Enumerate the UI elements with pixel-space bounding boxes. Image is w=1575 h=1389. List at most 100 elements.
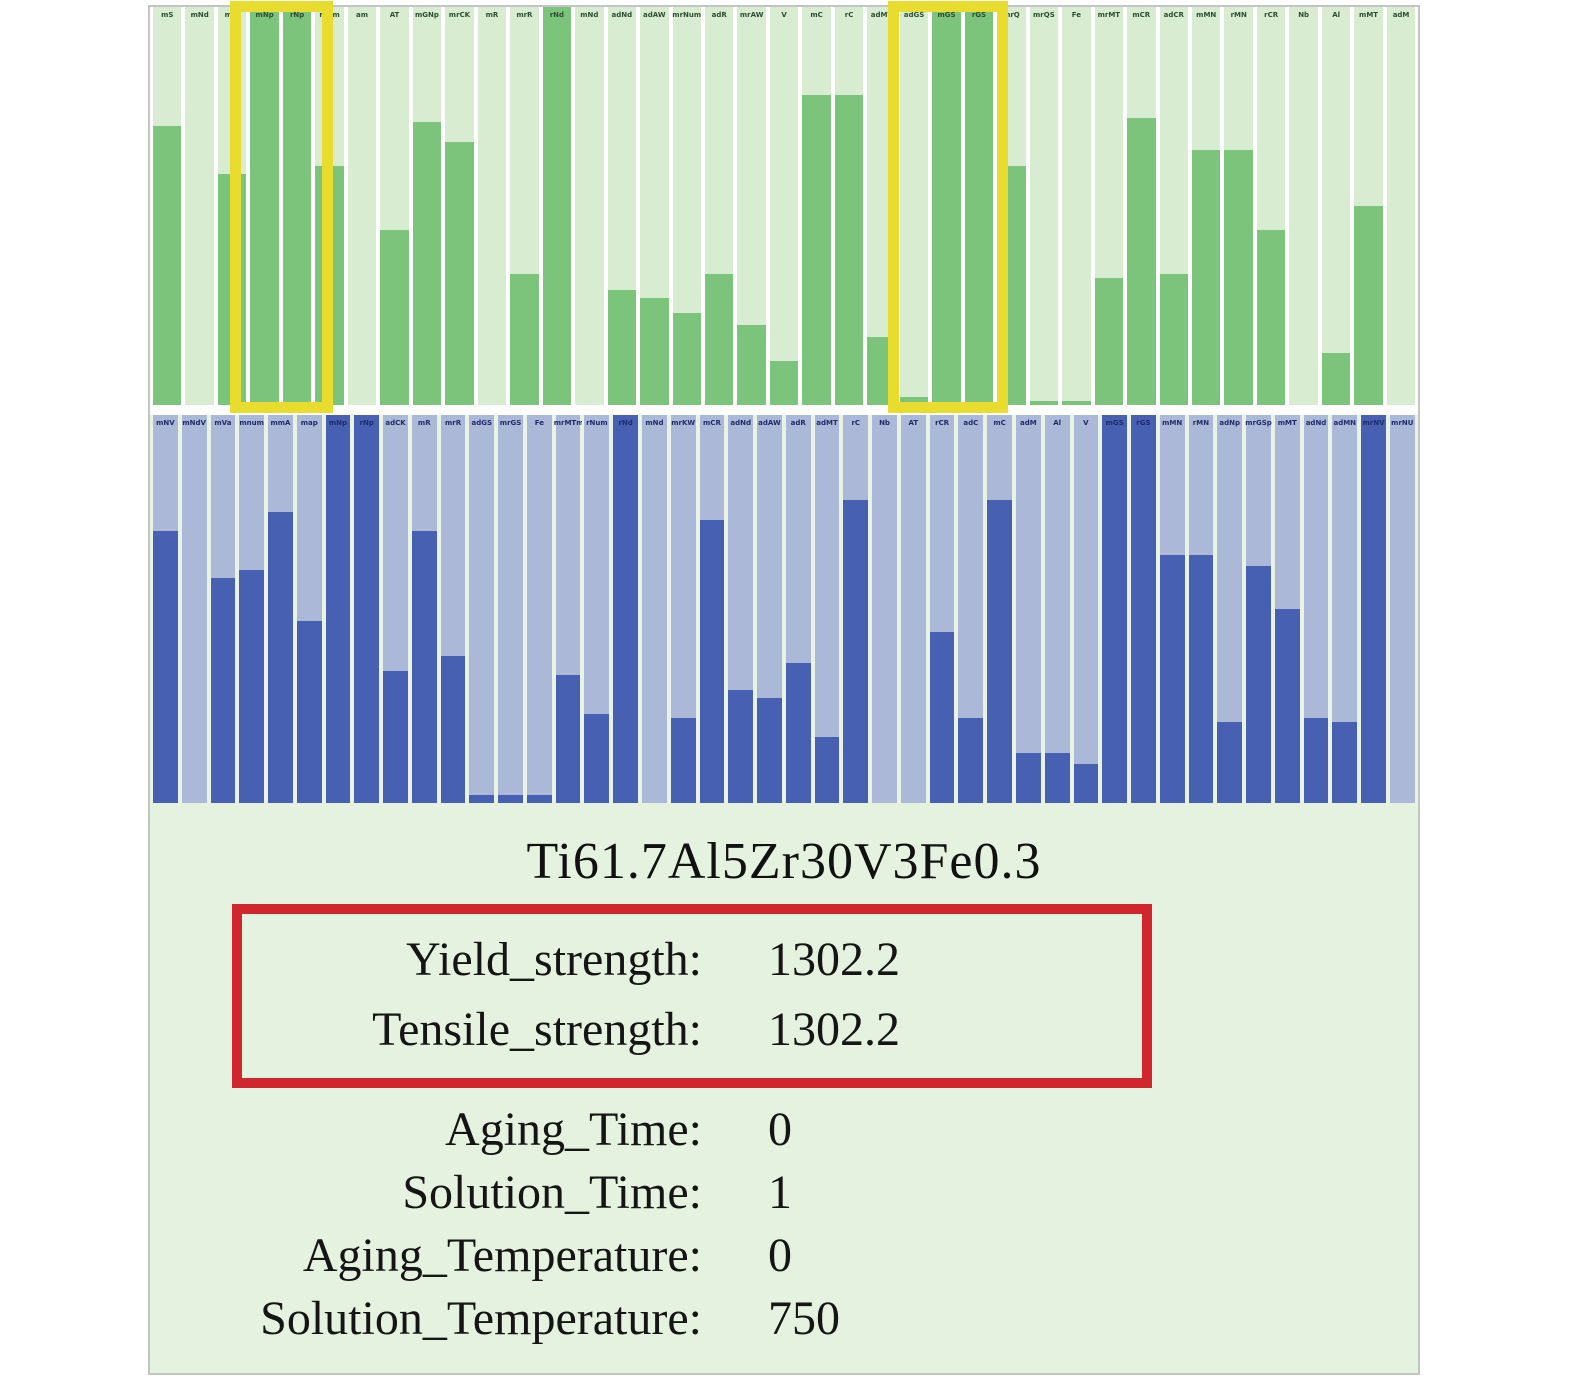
bar [1246,566,1271,803]
bar-column: mS [153,7,182,405]
bar-column: mrQ [997,7,1026,405]
bar-column: mNd [642,415,667,803]
bar [737,325,766,405]
bar [757,698,782,803]
property-label: Solution_Time: [402,1166,702,1220]
feature-bar-chart-green: mS mNd mW mNp rNp mNm am AT mGNp mrCK mR mrR rNd mNd a… [150,1,1418,413]
bar-label: adR [790,419,806,427]
bar-label: rNp [289,11,305,19]
bar-label: mrQS [1033,11,1055,19]
bar [899,397,929,405]
bar [1015,752,1041,803]
property-label: Yield_strength: [406,932,702,986]
bar-label: mC [810,11,823,19]
property-value: 1 [768,1166,792,1220]
bar-column: mR [477,7,507,405]
property-row: Aging_Time: 0 [150,1098,1418,1161]
bar-column: adMN [1332,415,1358,803]
bar [997,166,1026,405]
bar-column: rMN [1188,415,1214,803]
bar-column: mC [802,7,831,405]
bar-column: mrNV [1361,415,1386,803]
bar-label: mrNV [1362,419,1385,427]
bar-label: adMN [1333,419,1357,427]
bar-column: rMN [1224,7,1253,405]
bar-column: map [296,415,322,803]
property-value: 750 [768,1292,840,1346]
bar [613,415,639,803]
bar-column: adGS [899,7,929,405]
bar-column: mrR [510,7,539,405]
bar-label: mR [417,419,431,427]
bar-label: mCR [1132,11,1151,19]
bar-column: Fe [1062,7,1091,405]
bar-column: adR [785,415,811,803]
bar [1131,415,1156,803]
figure-frame: mS mNd mW mNp rNp mNm am AT mGNp mrCK mR mrR rNd mNd a… [148,1,1420,1375]
bar [282,7,312,405]
bar-column: mmA [268,415,293,803]
bar-label: mrKW [671,419,696,427]
bar [1127,118,1156,405]
bar-label: rC [851,419,861,427]
bar-label: mS [161,11,174,19]
bar-column: rCR [929,415,955,803]
bar-column: rNp [354,415,380,803]
bar-column: am [347,7,377,405]
bar [383,671,408,803]
bar-label: mGNp [415,11,439,19]
bar-label: mrR [444,419,462,427]
bar-label: mNdV [182,419,206,427]
bar [1044,752,1070,803]
bar-label: adGS [903,11,925,19]
bar-column: mrMT [1094,7,1124,405]
bar [325,415,351,803]
bar-column: mrNum [672,7,701,405]
bar-label: am [356,11,369,19]
feature-bar-chart-blue: mNV mNdV mVa mnum mmA map mNp rNp adCK mR mrR adGS m… [150,415,1418,803]
property-row: Aging_Temperature: 0 [150,1224,1418,1287]
bar-column: Nb [1289,7,1318,405]
bar-label: Fe [534,419,544,427]
bar [153,531,178,803]
bar-label: mR [485,11,499,19]
bar [239,570,265,803]
bar-label: mNd [190,11,209,19]
bar [834,94,864,405]
property-label: Tensile_strength: [372,1002,702,1056]
bar-column: adNd [607,7,637,405]
bar [843,500,869,803]
property-label: Aging_Temperature: [302,1229,702,1283]
bar-column: mW [217,7,247,405]
bar-label: Fe [1071,11,1081,19]
bar-column: mMN [1192,7,1221,405]
bar-label: rGS [971,11,987,19]
bar-column: mNd [575,7,604,405]
bar-column: mR [411,415,437,803]
bar [1188,554,1214,803]
bar [607,289,637,405]
bar [802,94,831,405]
bar-column: adMT [814,415,840,803]
bar-column: V [1073,415,1099,803]
prediction-panel: Ti61.7Al5Zr30V3Fe0.3 Yield_strength: 130… [150,803,1418,1373]
bar-label: mrCK [448,11,471,19]
bar [445,142,474,405]
bar [1192,150,1221,405]
bar-label: Nb [1298,11,1310,19]
bar-label: adNp [1219,419,1241,427]
bar-label: mrGS [499,419,522,427]
bar-label: adAW [642,11,666,19]
alloy-composition-title: Ti61.7Al5Zr30V3Fe0.3 [526,833,1042,890]
bar-label: rC [844,11,854,19]
property-label: Solution_Temperature: [260,1292,702,1346]
bar [315,166,344,405]
bar [268,512,293,803]
bar [469,795,495,803]
bar-label: mW [224,11,240,19]
bar-label: mrNU [1391,419,1414,427]
bar [1062,401,1091,405]
bar-column: rGS [1131,415,1156,803]
bar-label: mrGSp [1245,419,1272,427]
bar-label: Nb [879,419,890,427]
